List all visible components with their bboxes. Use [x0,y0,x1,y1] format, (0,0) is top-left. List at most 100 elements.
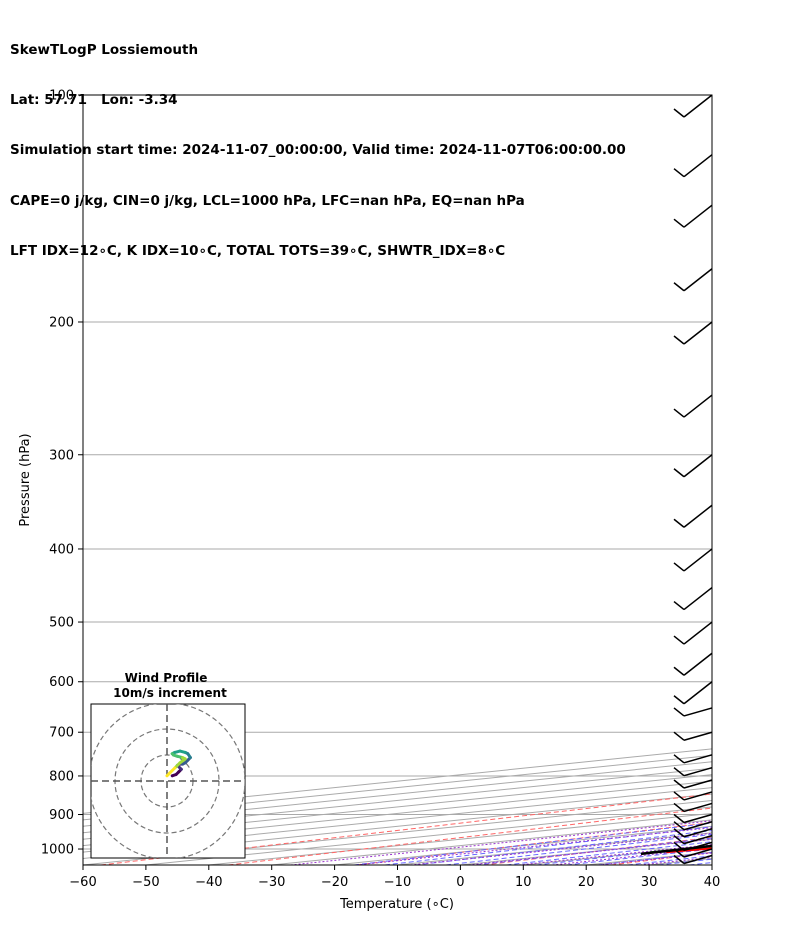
wind-barb [673,834,713,845]
dry-adiabat [483,836,712,865]
dry-adiabat [739,95,794,865]
barb-flag [673,666,685,676]
wind-barb [673,94,713,118]
barb-staff [683,813,713,824]
moist-adiabat [658,858,712,865]
barb-staff [683,841,713,852]
wind-barb [673,766,713,777]
wind-barb [673,848,713,858]
moist-adiabat [720,95,794,865]
isotherm-line [397,832,712,865]
x-tick-label: −10 [384,875,411,890]
wind-barb [673,731,713,741]
wind-barb [673,154,713,178]
moist-adiabat [384,826,712,865]
cape-cin-fill [655,845,712,853]
x-tick-label: −20 [321,875,348,890]
mixing-ratio-line [356,827,712,865]
dewpoint-line [650,845,712,854]
wind-barb [673,321,713,345]
wind-barb [673,854,713,865]
barb-staff [683,848,713,858]
barb-flag [673,635,685,645]
x-tick-label: −50 [132,875,159,890]
barb-staff [683,766,713,777]
moist-adiabat [536,844,712,865]
barb-staff [683,820,713,831]
barb-staff [683,394,713,418]
barb-staff [683,621,713,645]
x-tick-label: 30 [641,875,658,890]
wind-barb [673,754,713,764]
barb-staff [683,586,713,611]
barb-staff [683,681,713,705]
wind-barb [673,813,713,824]
wind-barb [673,204,713,228]
barb-staff [683,754,713,764]
y-tick-label: 200 [49,315,74,330]
barb-flag [673,779,685,789]
chart-title: SkewTLogP Lossiemouth [10,41,199,58]
y-tick-label: 300 [49,448,74,463]
dry-adiabat [228,807,712,865]
barb-flag [673,707,685,717]
isotherm-line [334,825,712,865]
barb-staff [683,268,713,292]
y-tick-label: 900 [49,808,74,823]
wind-barb [673,802,713,813]
barb-staff [683,94,713,118]
isotherm-line [271,819,712,865]
x-tick-label: 10 [515,875,532,890]
mixing-ratio-line [468,838,712,865]
parcel-line [640,844,712,856]
barb-staff [683,779,713,789]
barb-flag [673,335,685,345]
moist-adiabat [415,830,712,865]
wind-barb [673,707,713,717]
moist-adiabat [445,833,712,865]
barb-flag [673,848,685,858]
barb-flag [673,813,685,824]
barb-staff [683,731,713,741]
barb-flag [673,854,685,865]
y-tick-label: 500 [49,616,74,631]
barb-flag [673,695,685,705]
y-tick-label: 100 [49,89,74,104]
mixing-ratio-line [290,820,712,865]
barb-flag [673,828,685,838]
time-line: Simulation start time: 2024-11-07_00:00:… [10,142,626,159]
wind-barb [673,454,713,478]
wind-barb [673,681,713,705]
barb-staff [683,854,713,865]
barb-flag [673,108,685,118]
wind-barb [673,621,713,645]
barb-flag [673,767,685,777]
isotherm-line [711,864,712,865]
wind-barb [673,504,713,528]
hodograph-plot [91,704,245,858]
y-axis-label: Pressure (hPa) [18,433,33,526]
isotherm-line [586,851,712,865]
wind-barb [673,548,713,572]
barb-staff [683,321,713,345]
chart-header: SkewTLogP Lossiemouth Lat: 57.71 Lon: -3… [10,8,626,277]
barb-flag [673,218,685,228]
wind-barb [673,820,713,831]
wind-barb [673,394,713,418]
wind-barb [673,828,713,838]
barb-flag [673,754,685,764]
moist-adiabat [506,841,712,865]
isotherm-line [649,858,712,865]
barb-flag [673,835,685,845]
barb-flag [673,821,685,831]
barb-flag [673,841,685,851]
moist-adiabat [354,822,712,865]
moist-adiabat [476,837,712,865]
barb-flag [673,600,685,611]
temperature-line [666,847,712,854]
y-tick-label: 1000 [41,843,74,858]
barb-flag [673,518,685,528]
x-tick-label: 20 [578,875,595,890]
x-axis-label: Temperature (∘C) [339,897,454,912]
